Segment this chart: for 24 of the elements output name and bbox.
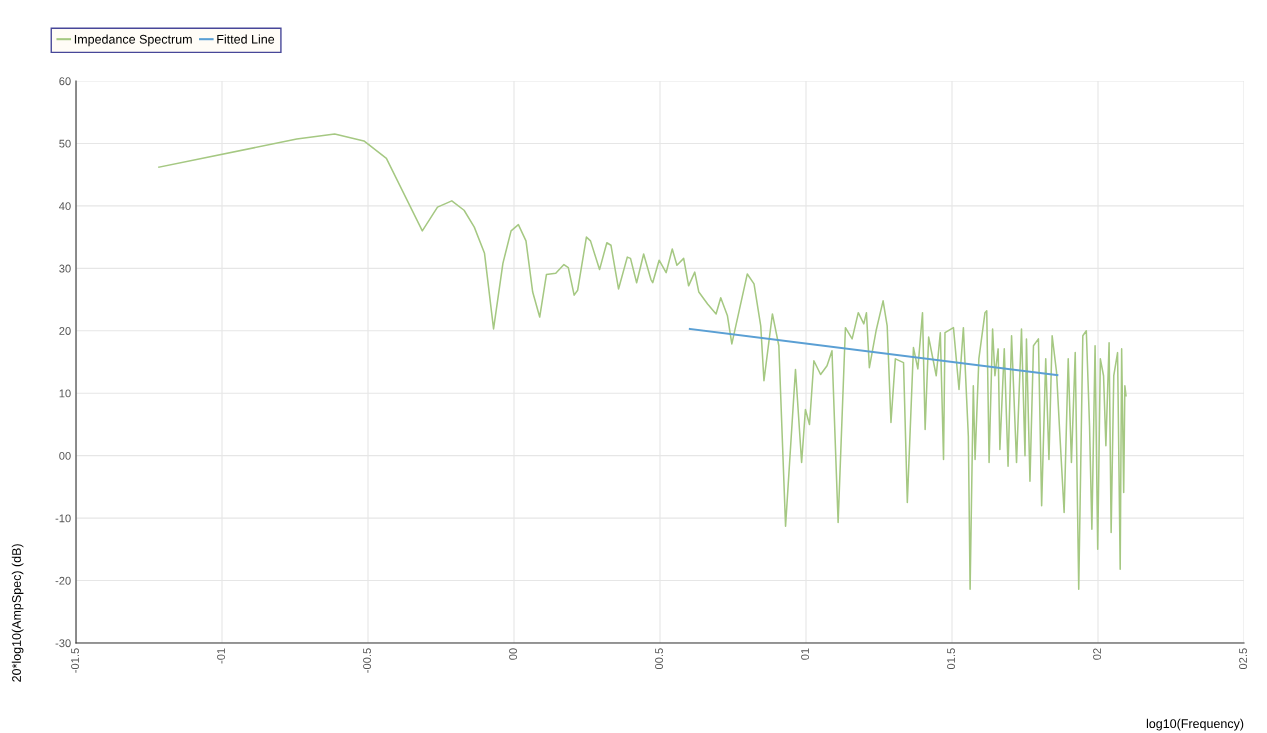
legend-label: Fitted Line: [217, 34, 275, 44]
x-tick-label: -01.5: [71, 648, 79, 673]
y-tick-label: 50: [59, 139, 71, 148]
x-tick-label: 00.5: [655, 648, 663, 670]
x-tick-label: -00.5: [363, 648, 371, 673]
y-tick-label: -20: [55, 576, 71, 585]
y-tick-label: 20: [59, 327, 71, 335]
x-axis-title: log10(Frequency): [1146, 718, 1244, 731]
y-tick-label: -10: [55, 514, 71, 523]
x-tick-label: 01: [801, 648, 809, 660]
line-series: [158, 133, 1127, 591]
y-tick-label: 10: [59, 389, 71, 398]
y-tick-label: 00: [59, 451, 71, 460]
y-tick-label: 30: [59, 264, 71, 273]
x-tick-label: 01.5: [947, 648, 955, 670]
x-tick-label: -01: [217, 648, 225, 664]
x-tick-label: 00: [509, 648, 517, 660]
legend-label: Impedance Spectrum: [74, 34, 192, 47]
y-tick-label: -30: [55, 639, 71, 648]
x-tick-label: 02: [1093, 648, 1101, 660]
y-tick-label: 40: [59, 202, 71, 211]
y-tick-label: 60: [59, 77, 71, 86]
y-axis-title: 20*log10(AmpSpec) (dB): [11, 544, 24, 682]
x-tick-label: 02.5: [1239, 648, 1247, 670]
